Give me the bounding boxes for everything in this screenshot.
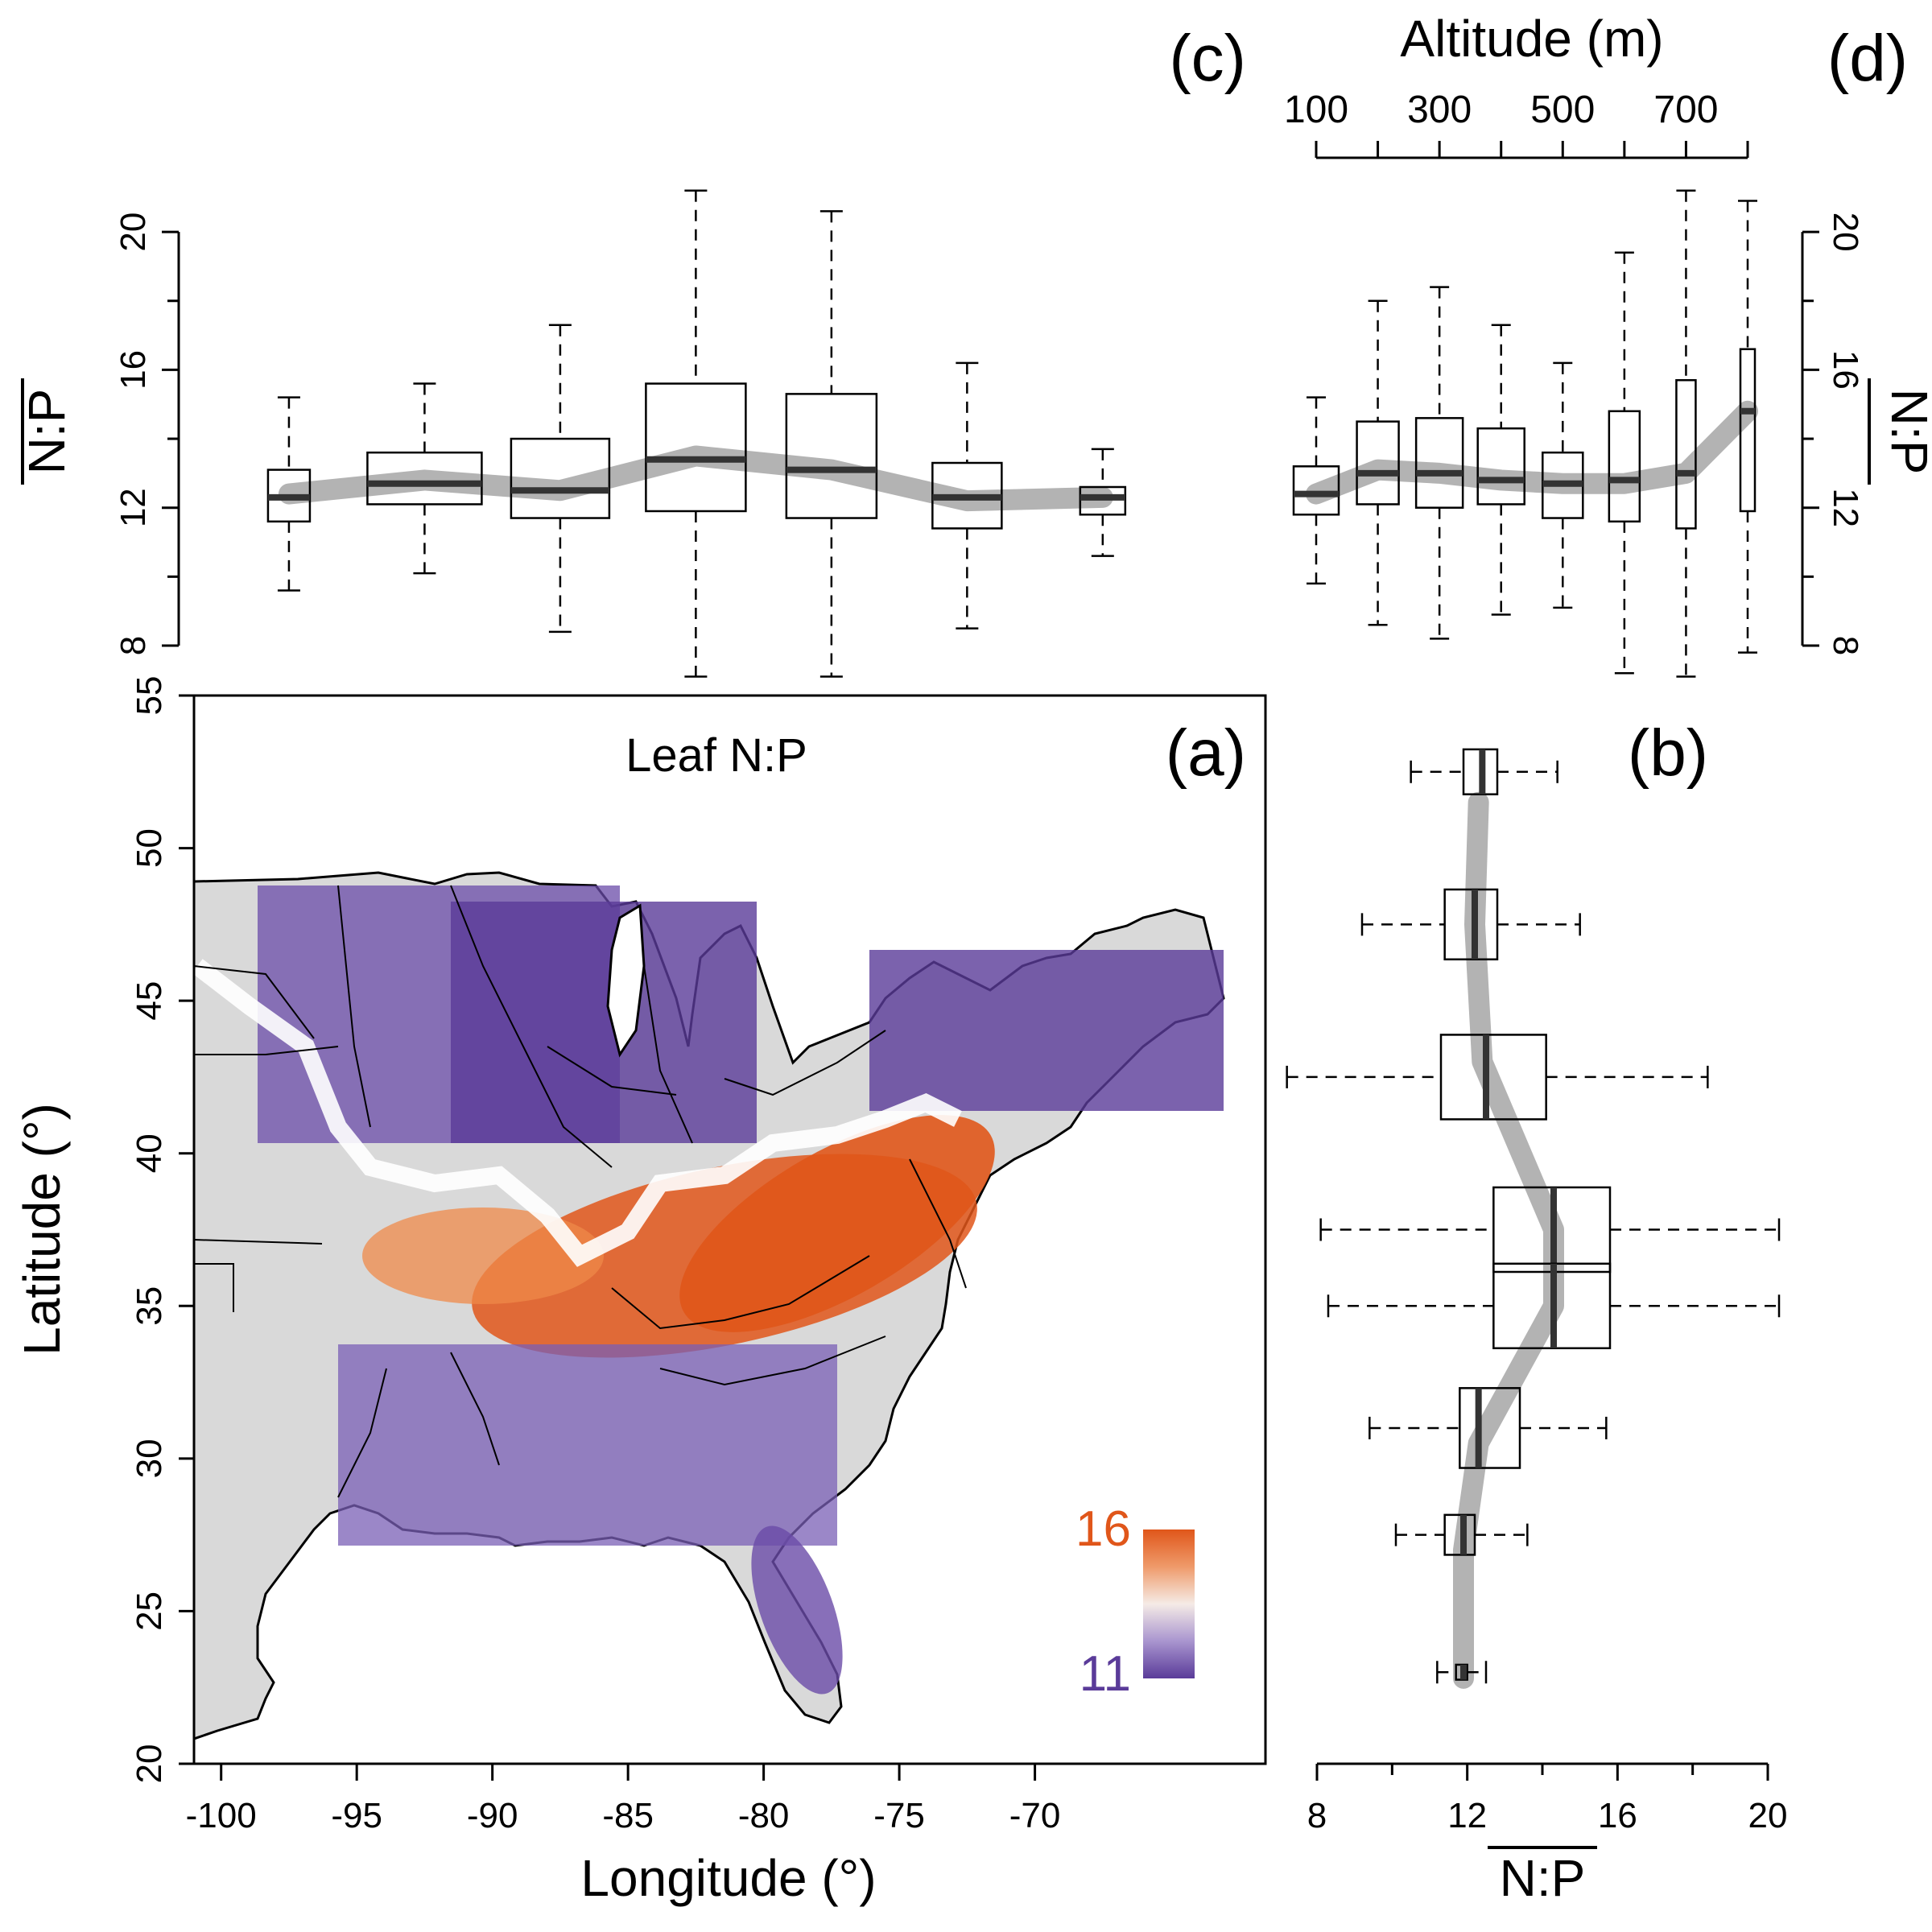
- box-d: [1608, 251, 1641, 675]
- y-axis-title-d: N:P: [1880, 389, 1932, 475]
- box-d: [1542, 361, 1584, 609]
- iqr-box-b: [1459, 1387, 1521, 1469]
- nf-heat-west-high: [362, 1208, 604, 1304]
- iqr-box-c: [1079, 485, 1127, 516]
- x-tick-label-a: -70: [1009, 1796, 1061, 1835]
- y-tick-label-c: 12: [114, 488, 153, 527]
- y-tick-label-a: 55: [130, 676, 169, 716]
- iqr-box-b: [1443, 888, 1499, 961]
- box-c: [645, 189, 747, 678]
- colorbar: [1143, 1530, 1195, 1678]
- map-panel-a: [194, 871, 1225, 1740]
- x-axis-title-a: Longitude (°): [580, 1849, 876, 1907]
- y-tick-label-a: 20: [130, 1744, 169, 1784]
- x-tick-label-d: 500: [1530, 89, 1595, 131]
- x-tick-label-b: 8: [1307, 1796, 1327, 1835]
- box-c: [366, 382, 483, 575]
- nf-heat-northeast: [869, 950, 1224, 1111]
- y-tick-label-a: 45: [130, 981, 169, 1021]
- x-tick-label-a: -90: [467, 1796, 518, 1835]
- colorbar-max-label: 16: [1075, 1501, 1131, 1557]
- x-axis-title-b: N:P: [1500, 1849, 1586, 1907]
- box-d: [1292, 396, 1340, 585]
- x-tick-label-b: 20: [1748, 1796, 1788, 1835]
- x-axis-title-d: Altitude (m): [1400, 10, 1663, 68]
- y-tick-label-a: 40: [130, 1133, 169, 1173]
- x-tick-label-b: 12: [1447, 1796, 1487, 1835]
- y-tick-label-c: 8: [114, 636, 153, 655]
- panel-label-d: (d): [1827, 22, 1908, 95]
- iqr-box-d: [1675, 378, 1697, 530]
- trend-line-d: [1306, 400, 1758, 505]
- iqr-box-d: [1292, 465, 1340, 516]
- map-title: Leaf N:P: [625, 729, 807, 782]
- y-tick-label-a: 25: [130, 1591, 169, 1631]
- box-b: [1394, 1513, 1529, 1556]
- panel-label-a: (a): [1166, 716, 1246, 790]
- iqr-box-d: [1414, 417, 1464, 509]
- x-tick-label-d: 100: [1284, 89, 1348, 131]
- y-axis-title-c: N:P: [18, 389, 76, 475]
- y-tick-label-a: 35: [130, 1286, 169, 1326]
- y-tick-label-c: 16: [114, 350, 153, 390]
- nf-heat-appalachian-high: [679, 1115, 995, 1332]
- box-b: [1368, 1387, 1608, 1469]
- y-tick-label-c: 20: [114, 213, 153, 252]
- iqr-box-c: [510, 437, 611, 519]
- x-tick-label-a: -85: [602, 1796, 654, 1835]
- panel-label-b: (b): [1628, 716, 1708, 790]
- iqr-box-b: [1443, 1513, 1476, 1556]
- nf-heat-great-lakes: [451, 902, 757, 1143]
- nf-transition-band: [194, 959, 962, 1267]
- x-tick-label-d: 700: [1653, 89, 1718, 131]
- nf-ecoregion-lines: [194, 885, 967, 1498]
- box-b: [1319, 1186, 1781, 1274]
- y-tick-label-d: 8: [1826, 636, 1865, 655]
- box-c: [266, 396, 312, 592]
- panel-label-c: (c): [1169, 22, 1246, 95]
- box-d: [1675, 189, 1697, 678]
- x-tick-label-b: 16: [1598, 1796, 1637, 1835]
- box-b: [1286, 1034, 1709, 1121]
- box-b: [1327, 1262, 1781, 1350]
- box-d: [1414, 286, 1464, 640]
- y-tick-label-d: 20: [1826, 213, 1865, 252]
- box-c: [785, 210, 878, 678]
- y-tick-label-a: 50: [130, 828, 169, 868]
- iqr-box-c: [645, 382, 747, 513]
- iqr-box-d: [1608, 410, 1641, 523]
- box-b: [1410, 748, 1558, 795]
- box-b: [1436, 1661, 1488, 1684]
- iqr-box-d: [1739, 348, 1757, 513]
- y-tick-label-d: 16: [1826, 350, 1865, 390]
- box-c: [510, 324, 611, 634]
- box-c: [931, 361, 1003, 630]
- iqr-box-b: [1439, 1034, 1547, 1121]
- box-c: [1079, 448, 1127, 557]
- y-tick-label-d: 12: [1826, 488, 1865, 527]
- nf-heat-south: [338, 1344, 837, 1546]
- box-d: [1738, 200, 1757, 654]
- colorbar-min-label: 11: [1080, 1646, 1131, 1702]
- nf-heat-florida: [751, 1525, 843, 1695]
- iqr-box-c: [366, 451, 483, 506]
- x-tick-label-a: -80: [738, 1796, 790, 1835]
- y-tick-label-a: 30: [130, 1439, 169, 1478]
- box-d: [1356, 299, 1400, 626]
- nf-lake-michigan: [606, 903, 646, 1058]
- iqr-box-d: [1476, 427, 1525, 506]
- box-d: [1476, 324, 1525, 616]
- iqr-box-c: [785, 393, 878, 519]
- box-b: [1360, 888, 1581, 961]
- iqr-box-d: [1356, 420, 1400, 506]
- x-tick-label-a: -75: [873, 1796, 925, 1835]
- y-axis-title-a: Latitude (°): [13, 1103, 71, 1356]
- trend-line-c: [278, 445, 1113, 512]
- x-tick-label-a: -100: [186, 1796, 257, 1835]
- x-tick-label-a: -95: [331, 1796, 382, 1835]
- x-tick-label-d: 300: [1407, 89, 1472, 131]
